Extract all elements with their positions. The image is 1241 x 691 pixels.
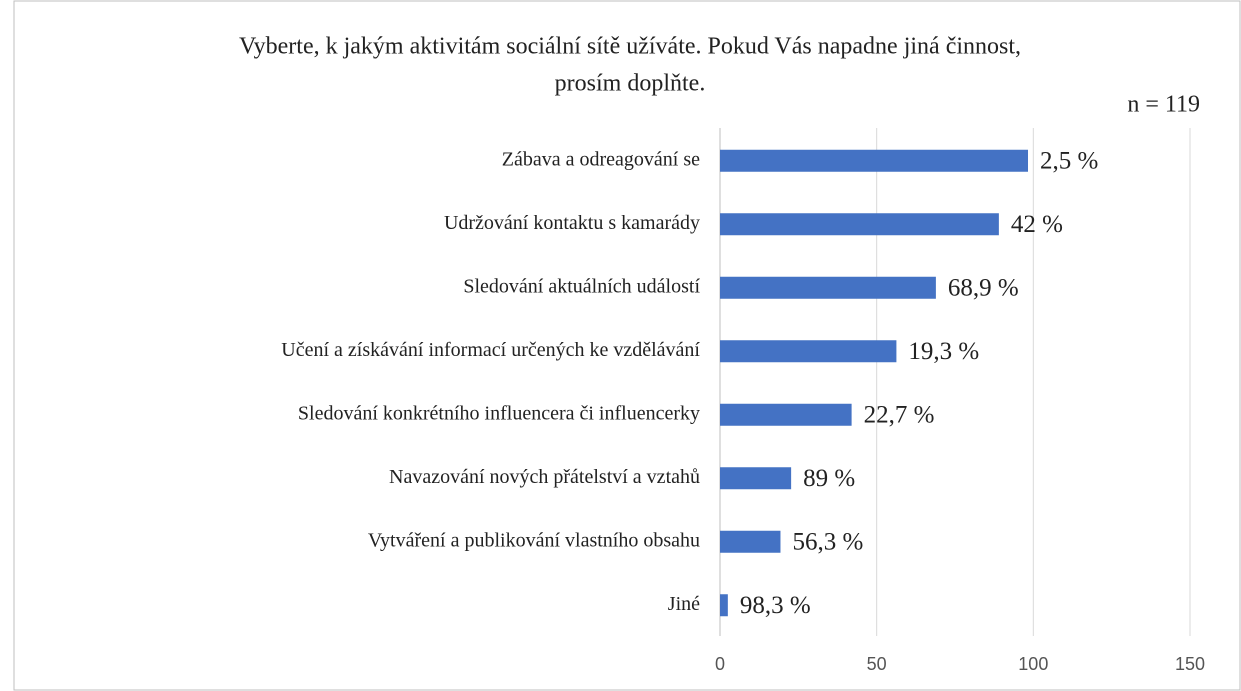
bar <box>720 594 728 617</box>
x-tick-label: 150 <box>1175 654 1205 674</box>
bar <box>720 276 936 299</box>
bar-annotation: 89 % <box>803 465 855 492</box>
sample-size: n = 119 <box>1127 92 1200 118</box>
chart-border <box>13 0 1241 691</box>
bar <box>720 213 999 236</box>
y-tick-label: Udržování kontaktu s kamarády <box>444 212 700 234</box>
bar-annotation: 98,3 % <box>740 592 811 619</box>
y-tick-label: Zábava a odreagování se <box>502 148 700 170</box>
y-tick-label: Sledování konkrétního influencera či inf… <box>298 402 700 424</box>
chart-title: Vyberte, k jakým aktivitám sociální sítě… <box>239 34 1021 60</box>
bar <box>720 403 852 426</box>
x-tick-label: 100 <box>1018 654 1048 674</box>
y-tick-label: Sledování aktuálních událostí <box>463 275 700 297</box>
bar-annotation: 56,3 % <box>792 528 863 555</box>
y-tick-label: Jiné <box>668 593 700 615</box>
bar <box>720 467 792 490</box>
y-tick-label: Vytváření a publikování vlastního obsahu <box>368 529 700 551</box>
bar-annotation: 68,9 % <box>948 274 1019 301</box>
x-tick-label: 50 <box>867 654 887 674</box>
y-tick-label: Navazování nových přátelství a vztahů <box>389 466 700 488</box>
bar-annotation: 2,5 % <box>1040 147 1098 174</box>
bar-annotation: 19,3 % <box>908 338 979 365</box>
x-tick-label: 0 <box>715 654 725 674</box>
bar <box>720 149 1029 172</box>
bar <box>720 340 897 363</box>
bar <box>720 530 781 553</box>
bar-annotation: 22,7 % <box>864 401 935 428</box>
y-tick-label: Učení a získávání informací určených ke … <box>281 339 700 361</box>
bar-annotation: 42 % <box>1011 211 1063 238</box>
chart-subtitle: prosím doplňte. <box>555 71 706 97</box>
